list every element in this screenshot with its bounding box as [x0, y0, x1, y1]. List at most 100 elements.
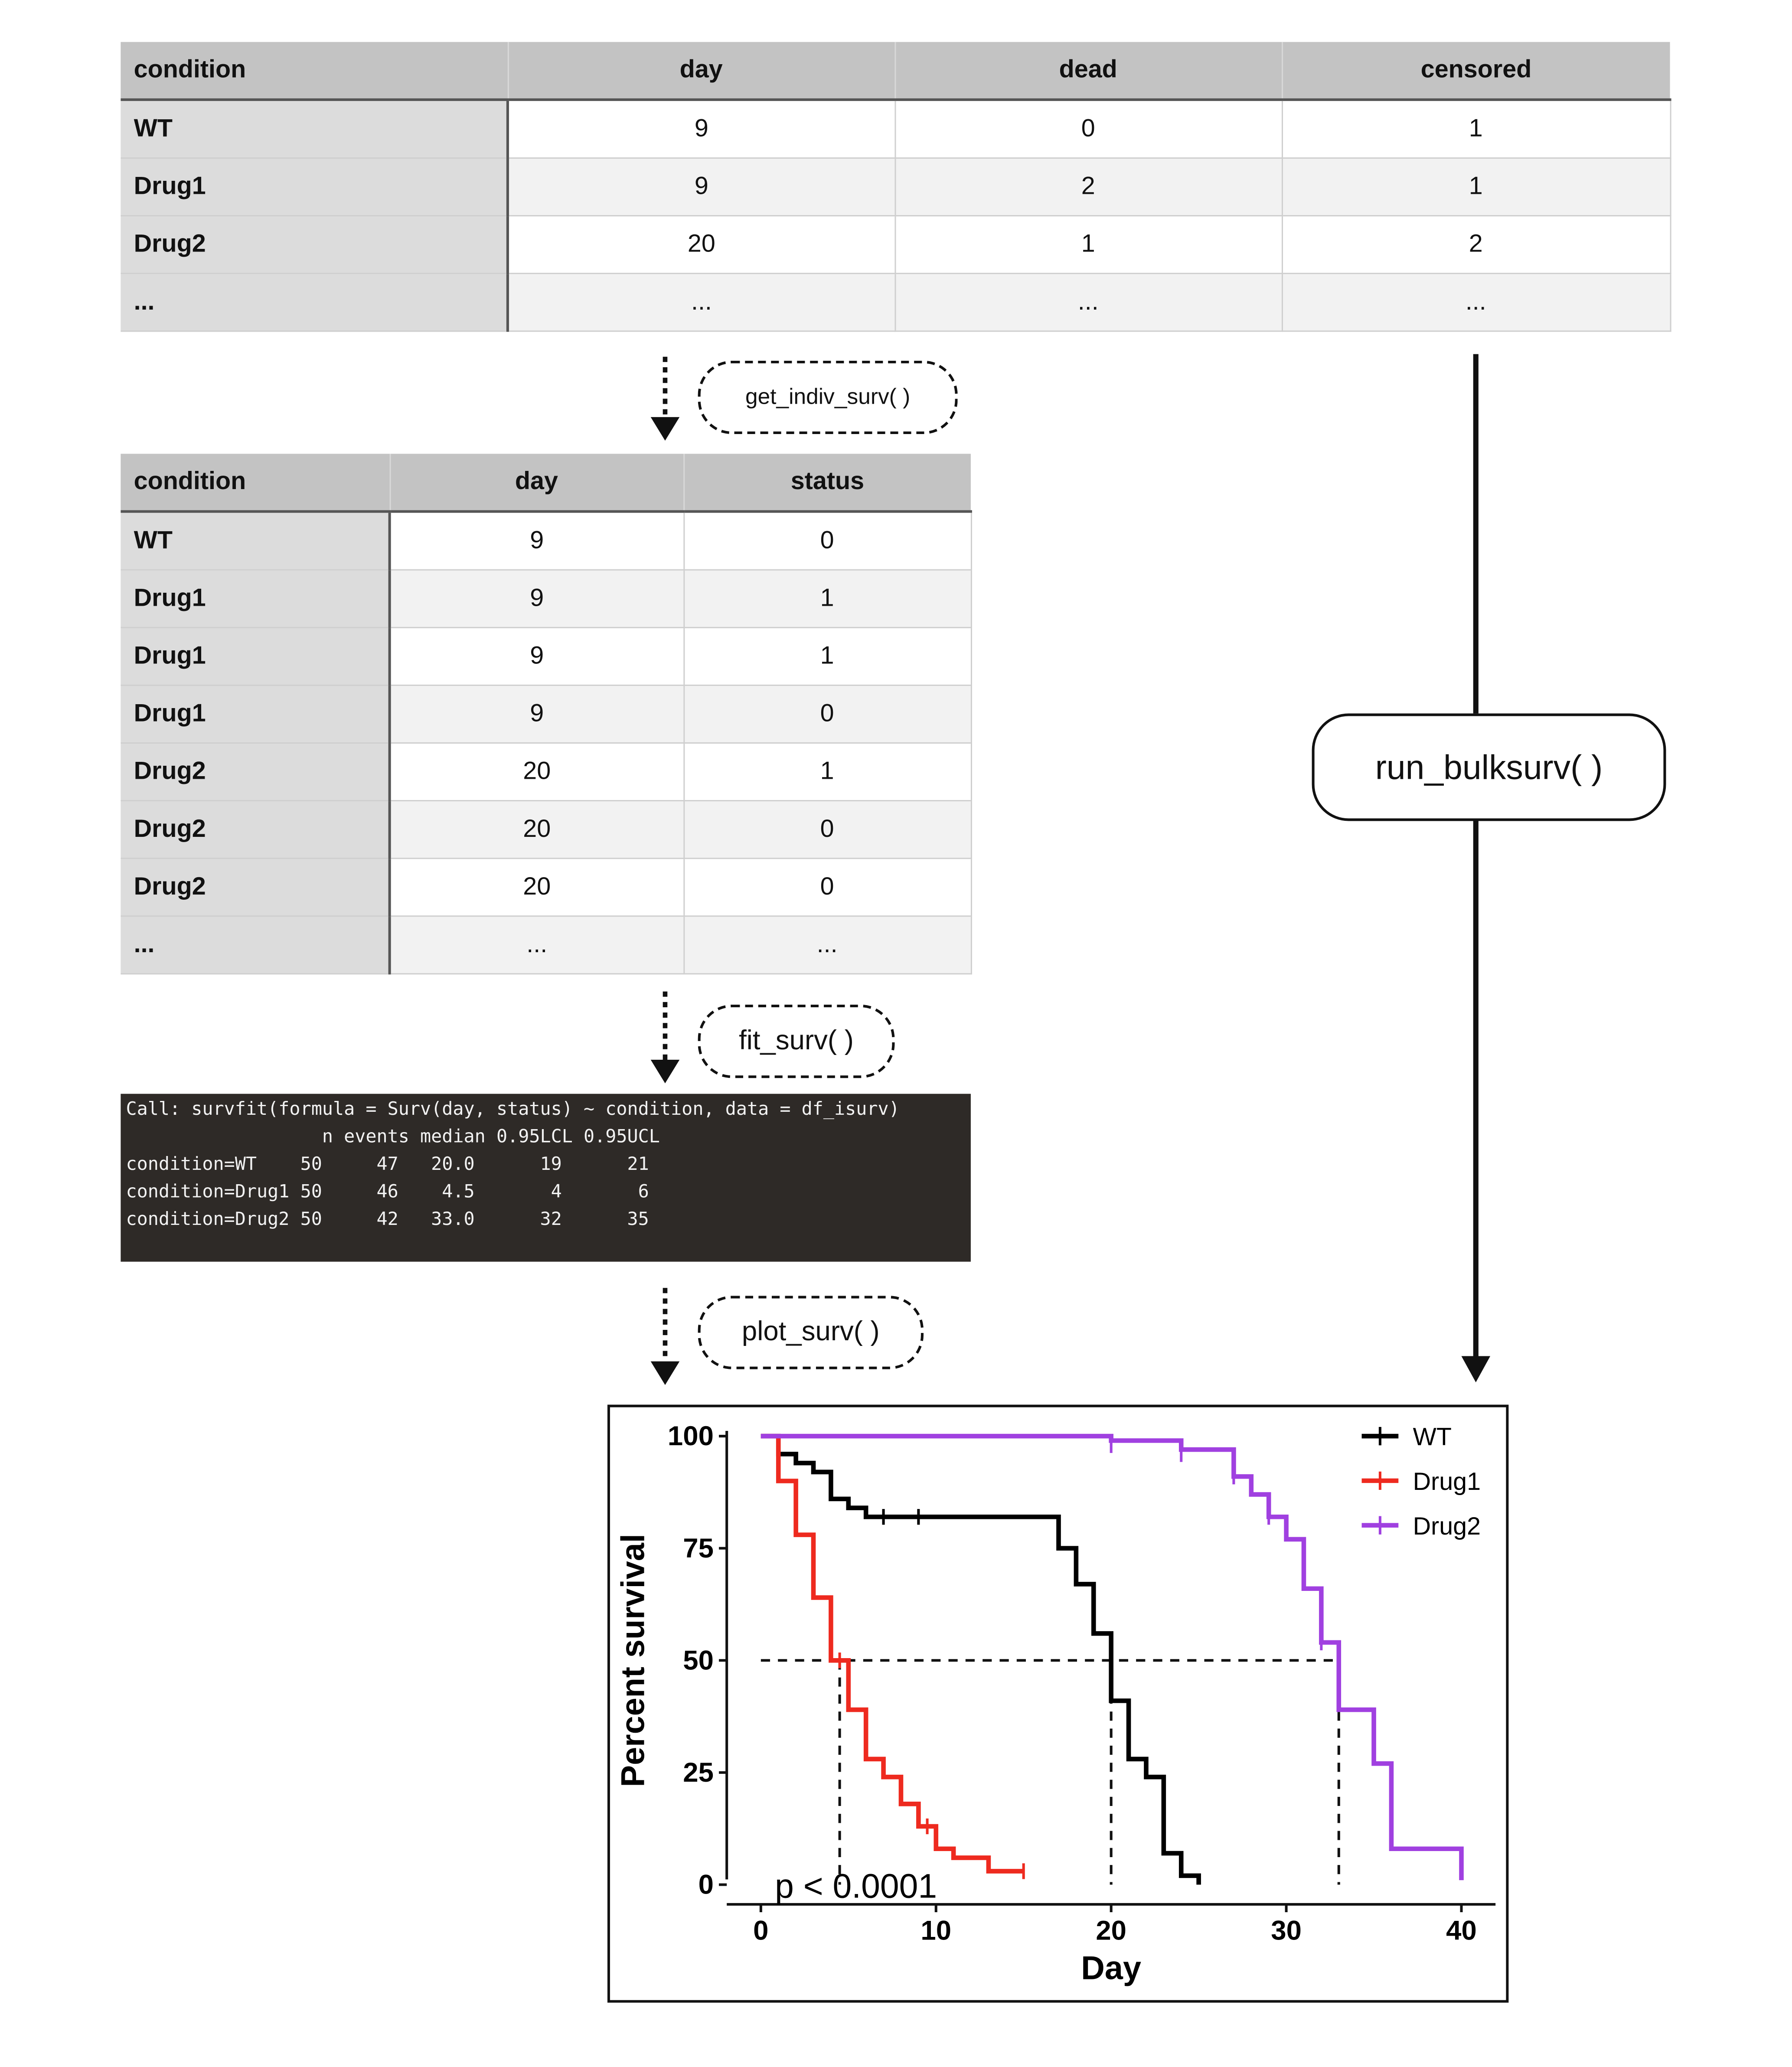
table-row: Drug2 20 0 [121, 800, 972, 859]
fit-surv-step: fit_surv( ) [698, 1004, 895, 1078]
arrowhead [650, 1361, 680, 1385]
dead-cell: 1 [894, 216, 1283, 274]
table-row: Drug1 9 0 [121, 685, 972, 744]
table-row: Drug1 9 1 [121, 570, 972, 628]
x-tick-label: 40 [1446, 1915, 1477, 1946]
table-row: Drug1 9 2 1 [121, 158, 1671, 217]
survival-curve-wt [761, 1434, 1201, 1885]
x-tick-label: 10 [920, 1915, 951, 1946]
status-cell: 0 [682, 800, 972, 859]
arrowhead [650, 1059, 680, 1084]
condition-cell: Drug2 [121, 216, 509, 274]
y-axis-label: Percent survival [615, 1534, 652, 1787]
individual-data-table: condition day status WT 9 0 Drug1 9 1 Drug1 9… [121, 454, 972, 975]
y-tick-label: 75 [683, 1533, 714, 1564]
day-cell: 20 [389, 800, 684, 859]
dead-cell: 0 [894, 99, 1283, 159]
censored-cell: 1 [1281, 99, 1671, 159]
x-axis-label: Day [1081, 1950, 1141, 1986]
console-line: Call: survfit(formula = Surv(day, status… [126, 1099, 900, 1120]
censored-cell: ... [1281, 273, 1671, 332]
plot-frame [607, 1404, 1509, 2003]
console-line: condition=WT 50 47 20.0 19 21 [126, 1154, 649, 1176]
day-cell: ... [389, 916, 684, 975]
table-row: ... ... ... ... [121, 273, 1671, 332]
table-row: Drug2 20 1 2 [121, 216, 1671, 274]
arrowhead [650, 417, 680, 441]
day-cell: ... [507, 273, 895, 332]
table-row: Drug1 9 1 [121, 627, 972, 686]
x-tick-label: 30 [1271, 1915, 1302, 1946]
day-cell: 20 [389, 858, 684, 917]
status-cell: 1 [682, 627, 972, 686]
condition-cell: Drug1 [121, 627, 391, 686]
table-row: ......... [121, 916, 972, 975]
day-cell: 9 [389, 685, 684, 744]
plot-surv-label: plot_surv( ) [741, 1316, 880, 1347]
status-cell: 0 [682, 511, 972, 571]
condition-cell: WT [121, 511, 391, 571]
column-header: day [507, 42, 895, 101]
survfit-console-output: Call: survfit(formula = Surv(day, status… [121, 1094, 971, 1262]
y-tick-label: 100 [668, 1420, 714, 1451]
table-row: Drug2 20 0 [121, 858, 972, 917]
censored-cell: 2 [1281, 216, 1671, 274]
status-cell: 0 [682, 685, 972, 744]
y-tick-label: 25 [683, 1757, 714, 1788]
condition-cell: ... [121, 273, 509, 332]
table-row: WT 9 0 [121, 511, 972, 571]
legend-label: WT [1413, 1423, 1452, 1451]
condition-cell: Drug1 [121, 570, 391, 628]
day-cell: 9 [507, 99, 895, 159]
table-row: Drug2 20 1 [121, 743, 972, 802]
fit-surv-label: fit_surv( ) [739, 1025, 854, 1056]
legend-label: Drug2 [1413, 1512, 1481, 1540]
status-cell: ... [682, 916, 972, 975]
censored-cell: 1 [1281, 158, 1671, 217]
legend-label: Drug1 [1413, 1468, 1481, 1496]
dead-cell: ... [894, 273, 1283, 332]
x-tick-label: 0 [753, 1915, 768, 1946]
column-header: condition [121, 454, 390, 513]
dead-cell: 2 [894, 158, 1283, 217]
status-cell: 1 [682, 743, 972, 802]
condition-cell: Drug2 [121, 858, 391, 917]
status-cell: 0 [682, 858, 972, 917]
day-cell: 9 [389, 627, 684, 686]
day-cell: 9 [389, 511, 684, 571]
column-header: dead [894, 42, 1282, 101]
day-cell: 20 [389, 743, 684, 802]
condition-cell: Drug1 [121, 158, 509, 217]
condition-cell: WT [121, 99, 509, 159]
bulk-input-table: condition day dead censored WT 9 0 1 Dru… [121, 42, 1671, 332]
column-header: censored [1281, 42, 1670, 101]
p-value-annotation: p < 0.0001 [775, 1867, 937, 1905]
y-tick-label: 0 [699, 1869, 714, 1900]
column-header: status [682, 454, 971, 513]
run-bulksurv-label: run_bulksurv( ) [1375, 747, 1603, 787]
day-cell: 9 [389, 570, 684, 628]
console-line: condition=Drug1 50 46 4.5 4 6 [126, 1182, 649, 1203]
condition-cell: ... [121, 916, 391, 975]
run-bulksurv-step: run_bulksurv( ) [1312, 713, 1666, 821]
status-cell: 1 [682, 570, 972, 628]
y-tick-label: 50 [683, 1645, 714, 1675]
day-cell: 20 [507, 216, 895, 274]
condition-cell: Drug1 [121, 685, 391, 744]
console-line: condition=Drug2 50 42 33.0 32 35 [126, 1209, 649, 1231]
get-indiv-surv-label: get_indiv_surv( ) [745, 384, 911, 409]
arrowhead [1461, 1356, 1491, 1383]
survival-plot: 0 25 50 75 100 0 10 20 30 40 Day Percent survival p … [607, 1404, 1509, 2003]
day-cell: 9 [507, 158, 895, 217]
condition-cell: Drug2 [121, 743, 391, 802]
table-row: WT 9 0 1 [121, 99, 1671, 159]
console-line: n events median 0.95LCL 0.95UCL [126, 1127, 660, 1148]
condition-cell: Drug2 [121, 800, 391, 859]
get-indiv-surv-step: get_indiv_surv( ) [698, 360, 958, 434]
plot-surv-step: plot_surv( ) [698, 1296, 924, 1369]
x-tick-label: 20 [1096, 1915, 1126, 1946]
column-header: day [389, 454, 684, 513]
survival-curve-drug1 [761, 1434, 1024, 1874]
